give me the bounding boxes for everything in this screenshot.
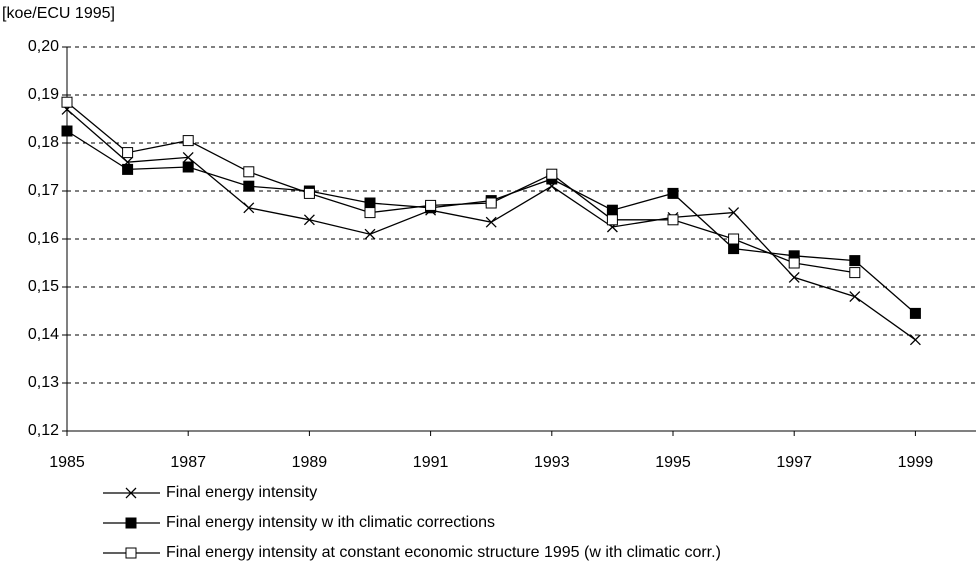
y-axis-label: [koe/ECU 1995] (2, 5, 115, 22)
data-point (364, 207, 376, 219)
x-tick-label: 1985 (49, 454, 85, 471)
data-point (667, 214, 679, 226)
legend-label: Final energy intensity w ith climatic co… (166, 514, 495, 531)
data-point (909, 334, 921, 346)
data-point (61, 96, 73, 108)
data-point (485, 197, 497, 209)
y-tick-label: 0,14 (28, 326, 59, 343)
series-line (66, 101, 855, 274)
data-point (606, 204, 618, 216)
legend-marker (125, 517, 137, 529)
x-tick-label: 1999 (898, 454, 934, 471)
data-point (667, 187, 679, 199)
data-point (364, 228, 376, 240)
data-point (303, 214, 315, 226)
data-point (425, 199, 437, 211)
data-point (182, 161, 194, 173)
y-tick-label: 0,18 (28, 134, 59, 151)
data-point (849, 255, 861, 267)
legend-marker (125, 487, 137, 499)
y-tick-label: 0,17 (28, 182, 59, 199)
x-tick-label: 1995 (655, 454, 691, 471)
data-point (849, 291, 861, 303)
data-point (546, 168, 558, 180)
data-point (61, 125, 73, 137)
data-point (182, 135, 194, 147)
data-point (728, 233, 740, 245)
y-tick-label: 0,13 (28, 374, 59, 391)
data-point (122, 163, 134, 175)
data-point (182, 151, 194, 163)
x-tick-label: 1989 (292, 454, 328, 471)
y-tick-label: 0,15 (28, 278, 59, 295)
data-point (303, 187, 315, 199)
data-point (728, 243, 740, 255)
x-tick-label: 1993 (534, 454, 570, 471)
x-tick-label: 1991 (413, 454, 449, 471)
data-point (364, 197, 376, 209)
legend-marker (125, 547, 137, 559)
x-tick-label: 1987 (170, 454, 206, 471)
x-tick-label: 1997 (776, 454, 812, 471)
legend-label: Final energy intensity (166, 484, 317, 501)
data-point (728, 207, 740, 219)
data-point (606, 214, 618, 226)
data-point (122, 147, 134, 159)
y-tick-label: 0,19 (28, 86, 59, 103)
y-tick-label: 0,16 (28, 230, 59, 247)
y-tick-label: 0,12 (28, 422, 59, 439)
data-point (243, 180, 255, 192)
data-point (849, 267, 861, 279)
legend-label: Final energy intensity at constant econo… (166, 544, 721, 561)
data-point (243, 166, 255, 178)
data-point (243, 202, 255, 214)
data-point (485, 216, 497, 228)
data-point (788, 257, 800, 269)
data-point (788, 271, 800, 283)
data-point (909, 307, 921, 319)
y-tick-label: 0,20 (28, 38, 59, 55)
